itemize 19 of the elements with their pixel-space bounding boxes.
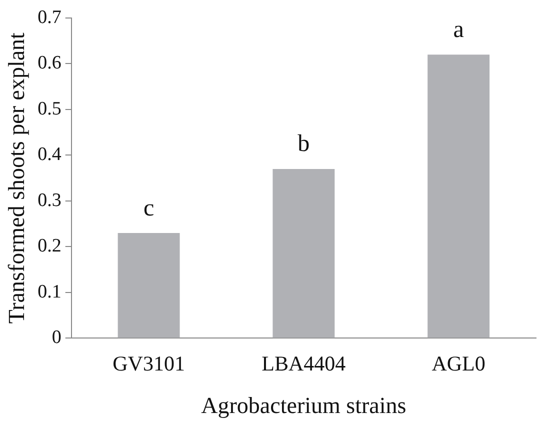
annotation: b: [298, 131, 310, 158]
x-tick-label: AGL0: [432, 351, 486, 376]
annotation: c: [143, 195, 154, 222]
y-tick-label: 0.4: [38, 144, 62, 166]
y-tick-label: 0.5: [38, 98, 62, 120]
bar: [272, 168, 335, 338]
annotation: a: [453, 16, 464, 43]
y-tick-label: 0.7: [38, 6, 62, 28]
y-tick-label: 0.2: [38, 236, 62, 257]
bar: [428, 54, 490, 338]
y-tick-label: 0.1: [38, 281, 62, 302]
x-tick-label: LBA4404: [262, 351, 346, 376]
y-axis-title: Transformed shoots per explant: [4, 32, 29, 324]
x-axis-title: Agrobacterium strains: [201, 393, 406, 418]
y-tick-label: 0: [52, 327, 62, 348]
x-tick-label: GV3101: [112, 351, 185, 376]
y-tick-label: 0.6: [38, 52, 62, 74]
bar: [118, 232, 180, 338]
y-tick-label: 0.3: [38, 190, 62, 211]
